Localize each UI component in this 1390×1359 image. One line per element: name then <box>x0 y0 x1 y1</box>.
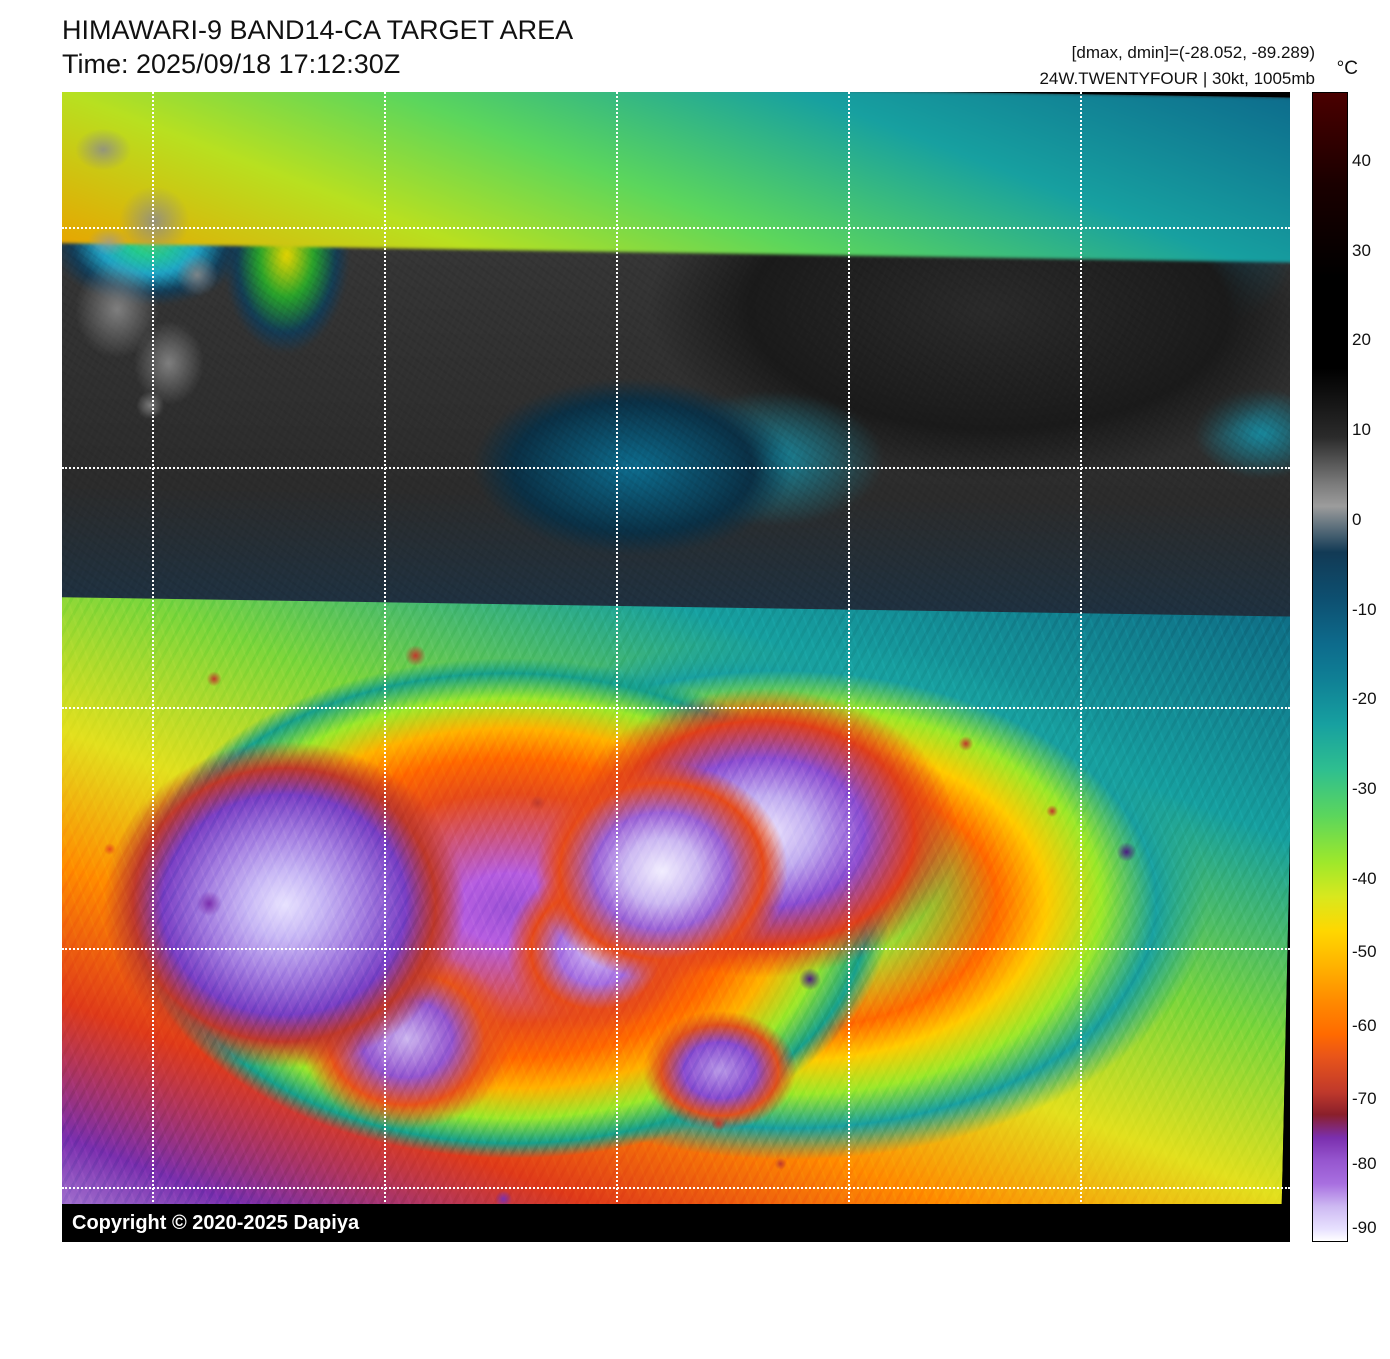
gridline-longitude-136 <box>1080 92 1082 1242</box>
cbtick-neg40: -40 <box>1352 869 1377 889</box>
cbtick-neg80: -80 <box>1352 1154 1377 1174</box>
gridline-latitude-16 <box>62 707 1290 709</box>
gridline-longitude-132 <box>616 92 618 1242</box>
gridline-longitude-128 <box>152 92 154 1242</box>
outflow-band <box>62 92 1290 263</box>
cbtick-neg70: -70 <box>1352 1089 1377 1109</box>
cbtick-0: 0 <box>1352 510 1361 530</box>
cbtick-40: 40 <box>1352 151 1371 171</box>
colorbar-gradient <box>1312 92 1348 1242</box>
gridline-longitude-130 <box>384 92 386 1242</box>
overshooting-top-spots <box>62 597 1290 1242</box>
satellite-swath <box>62 92 1290 1242</box>
header-info-block: [dmax, dmin]=(-28.052, -89.289) 24W.TWEN… <box>1039 40 1315 91</box>
gridline-latitude-18 <box>62 467 1290 469</box>
gridline-latitude-20 <box>62 227 1290 229</box>
copyright-notice: Copyright © 2020-2025 Dapiya <box>62 1204 1290 1242</box>
colorbar-unit-label: °C <box>1337 58 1358 80</box>
gridline-latitude-14 <box>62 948 1290 950</box>
cbtick-neg30: -30 <box>1352 779 1377 799</box>
cbtick-neg20: -20 <box>1352 689 1377 709</box>
storm-info-label: 24W.TWENTYFOUR | 30kt, 1005mb <box>1039 66 1315 92</box>
main-title: HIMAWARI-9 BAND14-CA TARGET AREA <box>62 14 573 48</box>
cbtick-neg90: -90 <box>1352 1218 1377 1238</box>
cbtick-10: 10 <box>1352 420 1371 440</box>
cbtick-20: 20 <box>1352 330 1371 350</box>
philippine-islands-landmass-upper <box>62 92 203 623</box>
satellite-image-panel[interactable]: 20°N 18°N 16°N 14°N 12°N 128°E 130°E 132… <box>62 92 1290 1242</box>
cbtick-neg60: -60 <box>1352 1016 1377 1036</box>
satellite-ir-viewer: HIMAWARI-9 BAND14-CA TARGET AREA Time: 2… <box>0 0 1390 1359</box>
colorbar-container[interactable]: 40 30 20 10 0 -10 -20 -30 -40 -50 -60 -7… <box>1312 92 1348 1242</box>
gridline-latitude-12 <box>62 1187 1290 1189</box>
cbtick-neg10: -10 <box>1352 600 1377 620</box>
dmax-dmin-label: [dmax, dmin]=(-28.052, -89.289) <box>1039 40 1315 66</box>
header-title-block: HIMAWARI-9 BAND14-CA TARGET AREA Time: 2… <box>62 14 573 82</box>
cbtick-neg50: -50 <box>1352 942 1377 962</box>
gridline-longitude-134 <box>848 92 850 1242</box>
cbtick-30: 30 <box>1352 241 1371 261</box>
time-subtitle: Time: 2025/09/18 17:12:30Z <box>62 48 573 82</box>
